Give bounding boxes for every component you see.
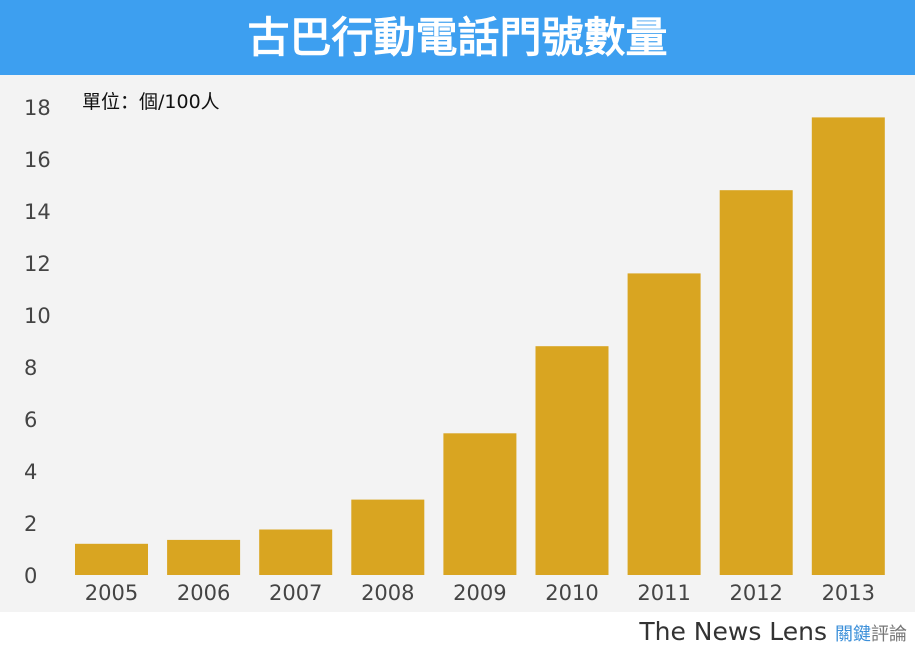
bar-2012 (719, 190, 793, 575)
y-tick-label: 14 (24, 200, 51, 224)
x-tick-label: 2011 (637, 581, 690, 605)
bar-2010 (535, 346, 609, 575)
y-tick-label: 2 (24, 512, 37, 536)
y-tick-label: 10 (24, 304, 51, 328)
x-tick-label: 2007 (269, 581, 322, 605)
x-tick-label: 2012 (729, 581, 782, 605)
bar-2009 (443, 433, 517, 575)
y-tick-label: 0 (24, 564, 37, 588)
y-tick-label: 18 (24, 96, 51, 120)
bar-2007 (259, 529, 333, 575)
bar-2008 (351, 499, 425, 575)
brand-cn-b: 評論 (871, 624, 907, 645)
x-tick-label: 2005 (85, 581, 138, 605)
brand-logo: The News Lens 關鍵評論 (639, 617, 907, 646)
x-tick-label: 2010 (545, 581, 598, 605)
y-tick-label: 8 (24, 356, 37, 380)
bar-2011 (627, 273, 701, 575)
bar-2005 (75, 543, 148, 575)
x-tick-label: 2006 (177, 581, 230, 605)
chart-title: 古巴行動電話門號數量 (0, 0, 915, 75)
x-tick-label: 2009 (453, 581, 506, 605)
x-tick-label: 2008 (361, 581, 414, 605)
x-tick-label: 2013 (822, 581, 875, 605)
bar-2006 (167, 539, 241, 575)
y-tick-label: 4 (24, 460, 37, 484)
y-tick-label: 12 (24, 252, 51, 276)
brand-name: The News Lens (639, 617, 828, 646)
unit-label: 單位：個/100人 (82, 91, 220, 113)
y-tick-label: 16 (24, 148, 51, 172)
brand-cn-a: 關鍵 (835, 624, 871, 645)
y-tick-label: 6 (24, 408, 37, 432)
bar-2013 (811, 117, 885, 576)
